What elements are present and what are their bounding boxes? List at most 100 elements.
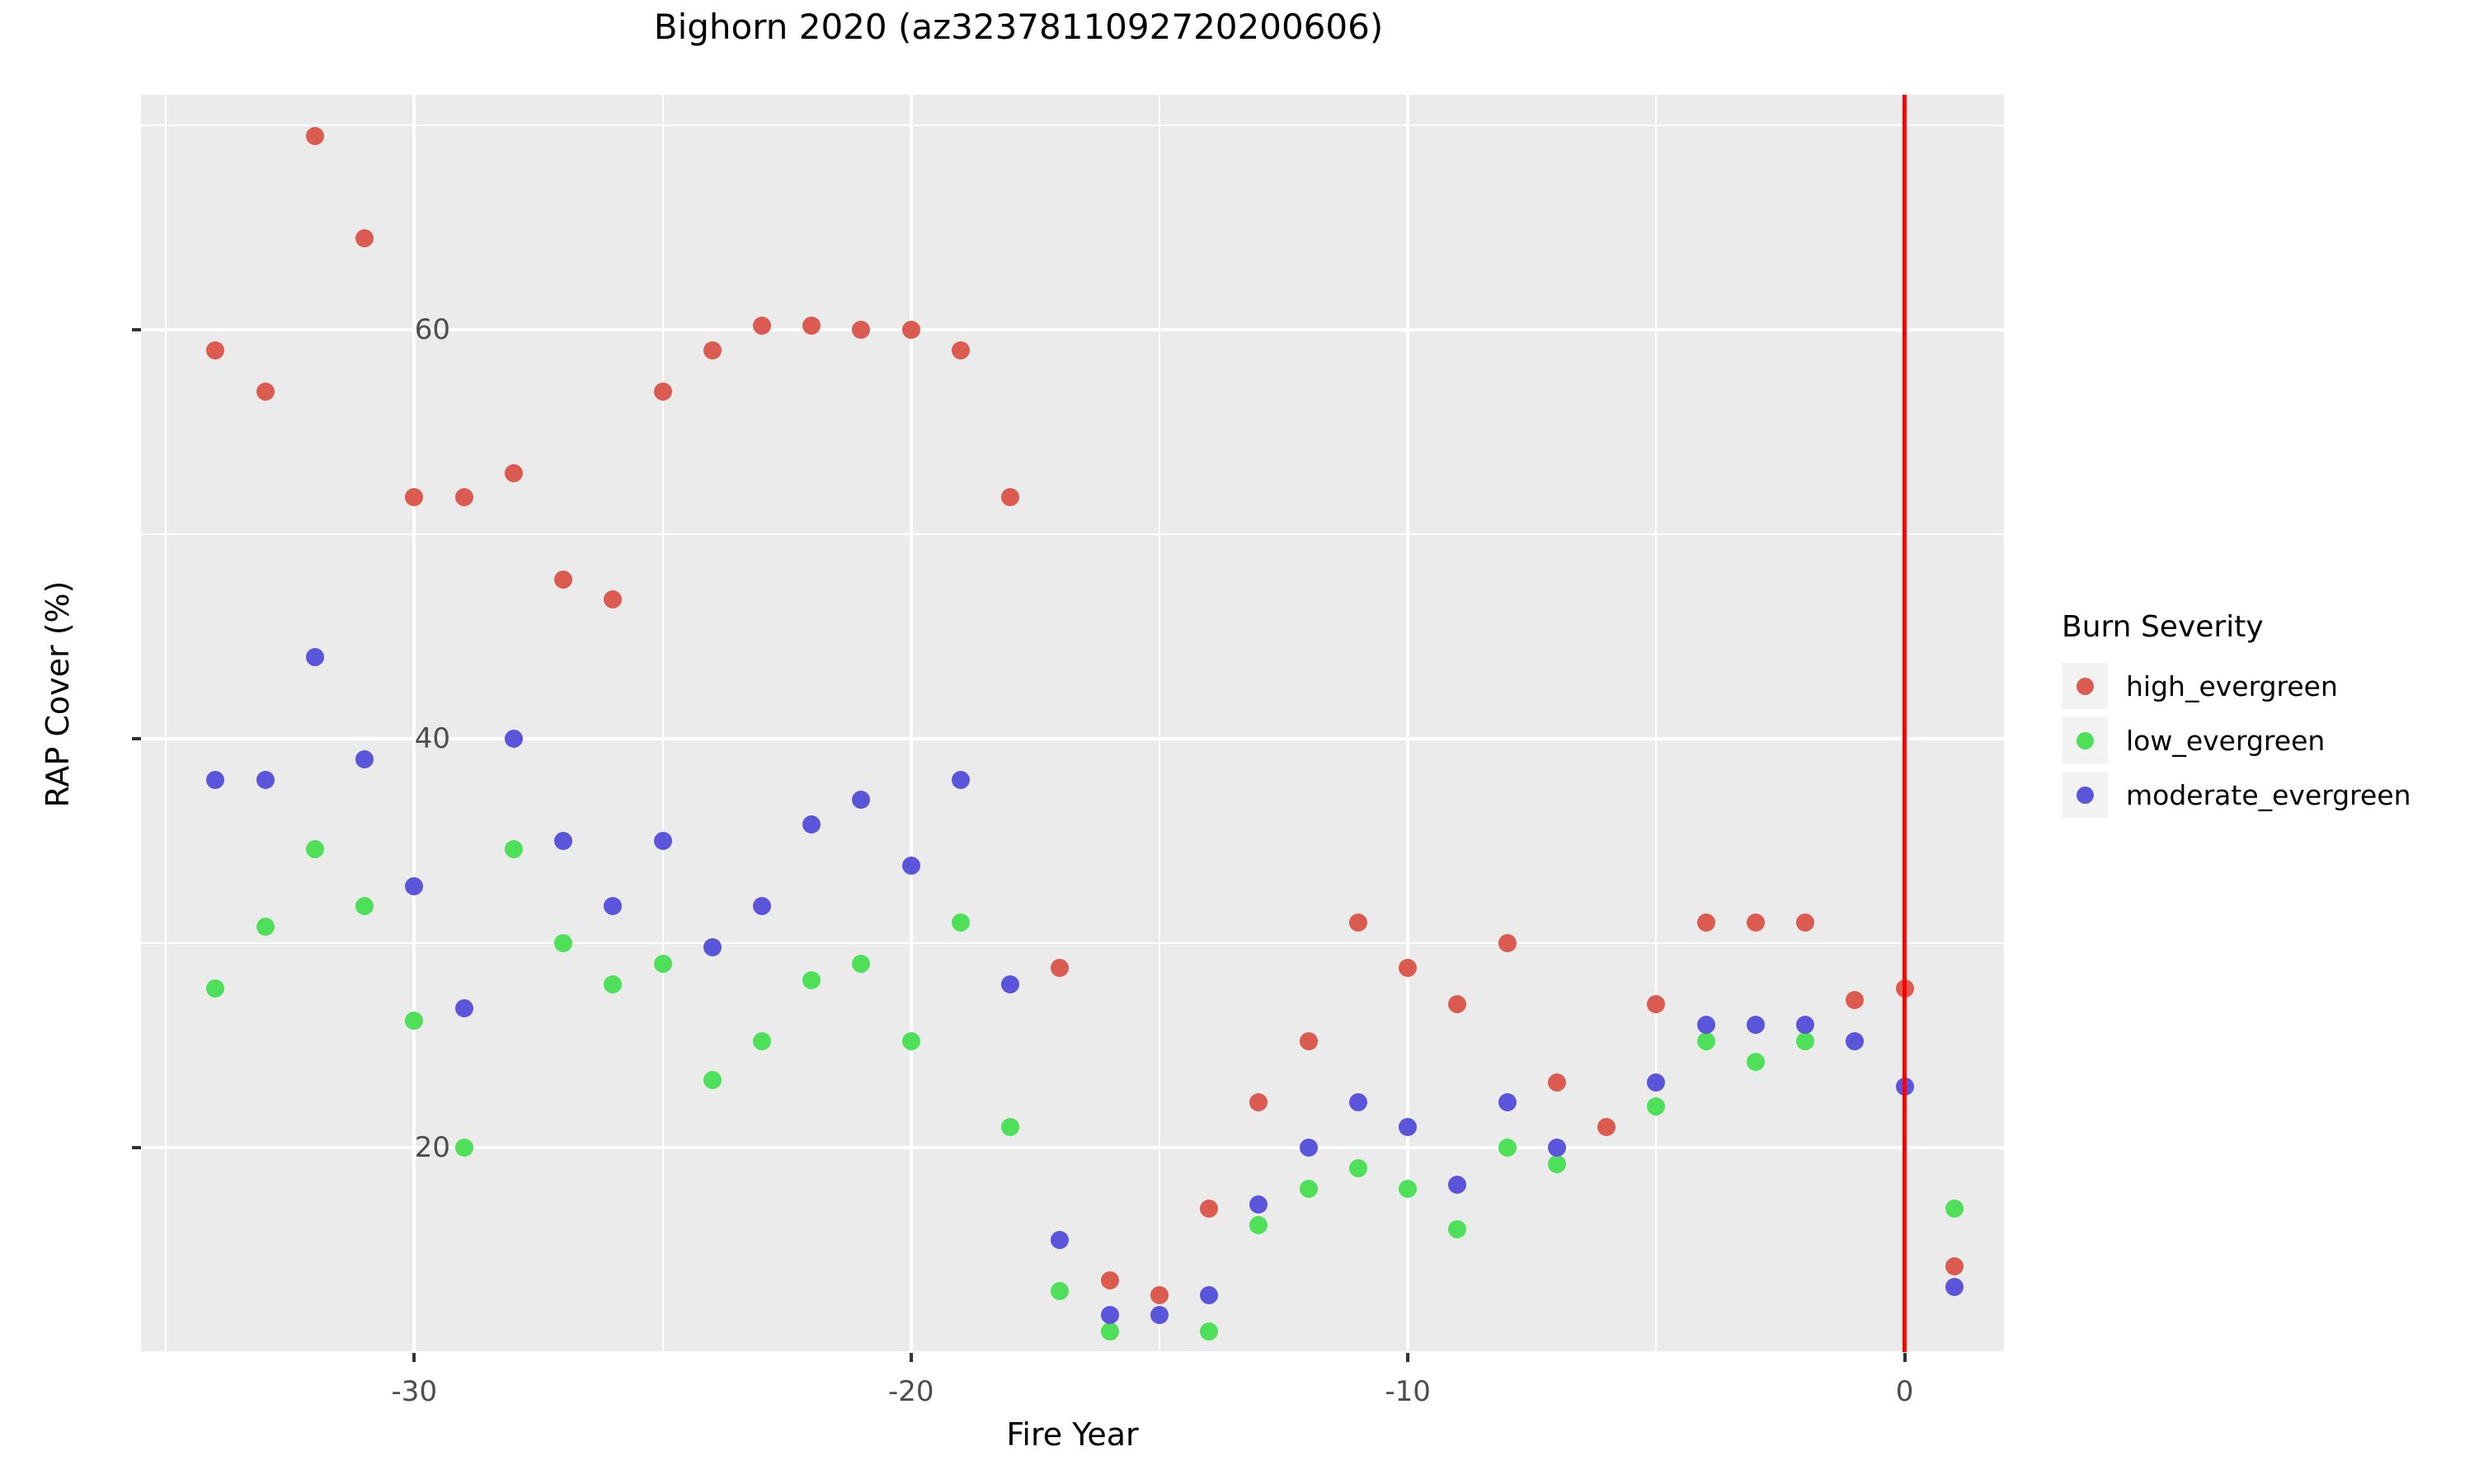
data-point: [1448, 1220, 1467, 1239]
data-point: [1348, 1093, 1367, 1112]
data-point: [504, 730, 523, 749]
legend-items: high_evergreen low_evergreen moderate_ever…: [2062, 659, 2411, 822]
legend-dot-icon: [2076, 677, 2094, 695]
gridline-x-minor: [661, 95, 664, 1352]
data-point: [1399, 1179, 1418, 1198]
data-point: [1547, 1154, 1566, 1173]
y-tick-label: 60: [414, 313, 450, 347]
gridline-x-major: [909, 95, 913, 1352]
data-point: [703, 938, 722, 957]
data-point: [1100, 1271, 1119, 1290]
data-point: [554, 570, 573, 589]
data-point: [1348, 913, 1367, 932]
data-point: [1150, 1306, 1169, 1325]
data-point: [405, 488, 424, 507]
gridline-y-minor: [141, 1351, 2004, 1352]
data-point: [1945, 1200, 1964, 1219]
data-point: [653, 832, 672, 851]
data-point: [1200, 1200, 1219, 1219]
data-point: [1746, 1016, 1765, 1035]
data-point: [1001, 1118, 1020, 1137]
data-point: [1399, 1118, 1418, 1137]
data-point: [604, 897, 623, 916]
data-point: [1100, 1322, 1119, 1341]
y-axis-title: RAP Cover (%): [40, 580, 76, 808]
data-point: [305, 126, 324, 145]
data-point: [1597, 1118, 1616, 1137]
data-point: [1051, 958, 1070, 977]
data-point: [1945, 1256, 1964, 1275]
legend: Burn Severity high_evergreen low_evergree…: [2062, 610, 2411, 822]
data-point: [753, 897, 771, 916]
data-point: [1746, 913, 1765, 932]
data-point: [802, 970, 821, 989]
y-tick-mark: [132, 737, 141, 741]
x-tick-mark: [1406, 1353, 1410, 1362]
data-point: [1796, 1032, 1815, 1051]
gridline-y-major: [141, 1146, 2004, 1150]
gridline-x-major: [1406, 95, 1410, 1352]
data-point: [1498, 1093, 1517, 1112]
y-tick-mark: [132, 1146, 141, 1150]
data-point: [1348, 1158, 1367, 1177]
gridline-x-minor: [165, 95, 167, 1352]
data-point: [1846, 991, 1865, 1010]
data-point: [1150, 1285, 1169, 1304]
data-point: [901, 856, 920, 875]
data-point: [1051, 1281, 1070, 1300]
x-tick-label: -20: [887, 1375, 934, 1408]
data-point: [1547, 1139, 1566, 1158]
gridline-x-minor: [1158, 95, 1160, 1352]
data-point: [554, 934, 573, 953]
gridline-y-minor: [141, 124, 2004, 127]
x-tick-label: -10: [1385, 1375, 1431, 1408]
y-tick-label: 20: [414, 1131, 450, 1165]
data-point: [1647, 995, 1666, 1014]
data-point: [454, 999, 473, 1018]
data-point: [504, 463, 523, 482]
gridline-y-major: [141, 328, 2004, 332]
data-point: [653, 382, 672, 401]
data-point: [1746, 1052, 1765, 1071]
legend-item-high-evergreen[interactable]: high_evergreen: [2062, 659, 2411, 713]
data-point: [604, 974, 623, 993]
data-point: [901, 1032, 920, 1051]
data-point: [355, 749, 374, 768]
data-point: [703, 340, 722, 359]
data-point: [852, 954, 871, 973]
data-point: [405, 876, 424, 895]
gridline-x-minor: [1655, 95, 1658, 1352]
data-point: [305, 647, 324, 666]
data-point: [1696, 1032, 1715, 1051]
data-point: [1696, 1016, 1715, 1035]
legend-label: moderate_evergreen: [2126, 778, 2411, 811]
data-point: [1498, 934, 1517, 953]
data-point: [1547, 1073, 1566, 1092]
legend-item-moderate-evergreen[interactable]: moderate_evergreen: [2062, 768, 2411, 822]
data-point: [1796, 1016, 1815, 1035]
legend-item-low-evergreen[interactable]: low_evergreen: [2062, 713, 2411, 768]
legend-dot-icon: [2076, 731, 2094, 749]
data-point: [951, 770, 970, 789]
data-point: [1647, 1097, 1666, 1116]
chart-title: Bighorn 2020 (az3237811092720200606): [653, 7, 1384, 47]
data-point: [206, 340, 225, 359]
data-point: [454, 488, 473, 507]
data-point: [1200, 1285, 1219, 1304]
x-tick-mark: [1903, 1353, 1907, 1362]
legend-label: low_evergreen: [2126, 724, 2326, 757]
data-point: [1249, 1093, 1268, 1112]
data-point: [951, 340, 970, 359]
data-point: [256, 382, 275, 401]
data-point: [951, 913, 970, 932]
data-point: [1498, 1139, 1517, 1158]
data-point: [1647, 1073, 1666, 1092]
data-point: [256, 918, 275, 937]
data-point: [1100, 1306, 1119, 1325]
data-point: [1249, 1216, 1268, 1235]
data-point: [1448, 995, 1467, 1014]
data-point: [703, 1071, 722, 1090]
data-point: [604, 590, 623, 609]
data-point: [653, 954, 672, 973]
x-tick-label: 0: [1895, 1375, 1914, 1408]
